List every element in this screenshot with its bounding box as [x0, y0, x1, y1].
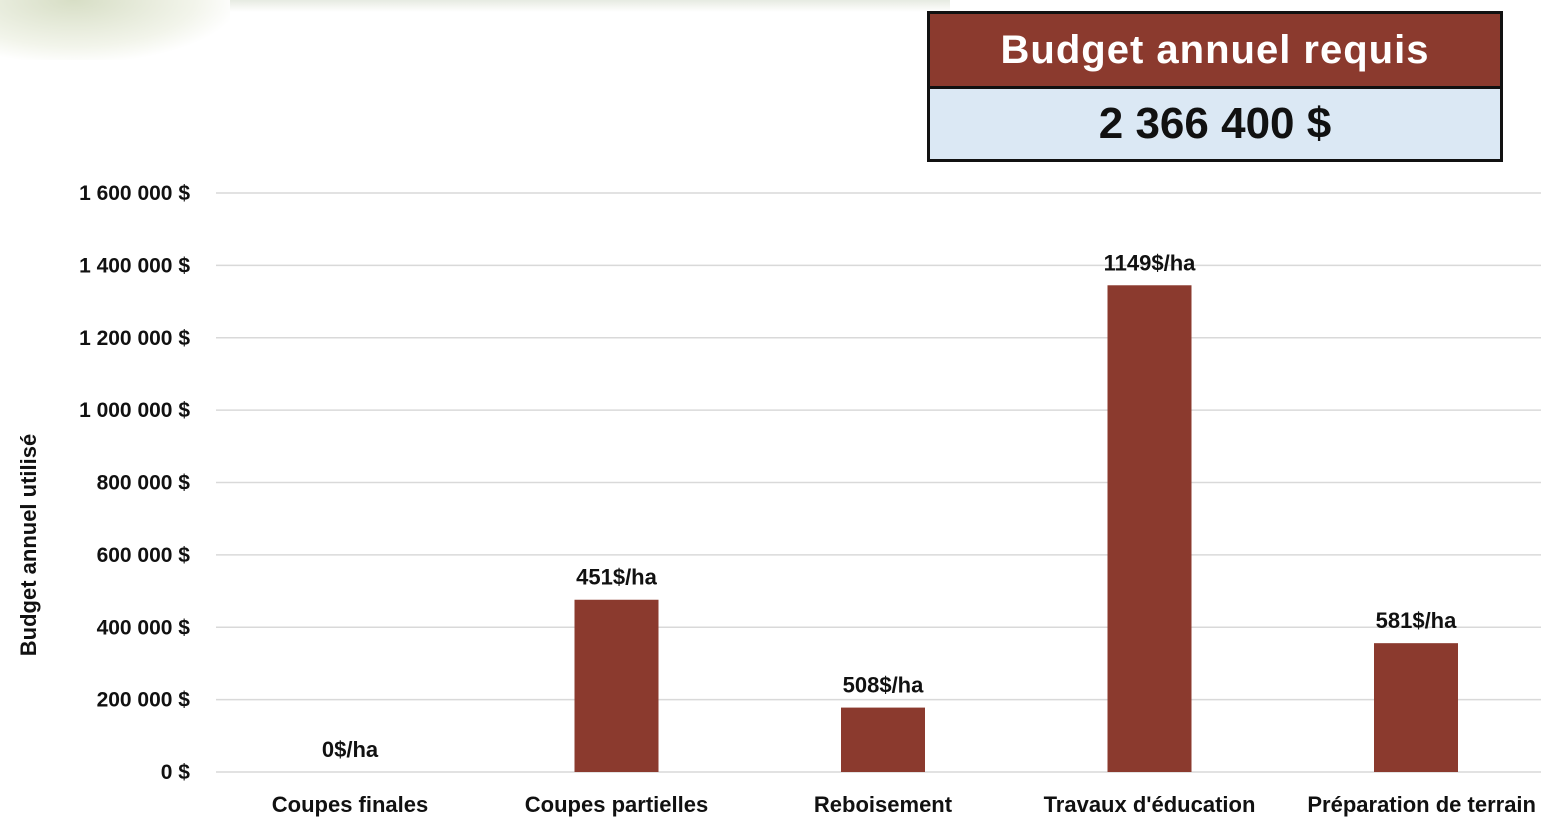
- budget-box-value: 2 366 400 $: [930, 89, 1500, 159]
- bars: [574, 285, 1458, 772]
- y-axis-label: Budget annuel utilisé: [16, 434, 41, 656]
- x-tick-label: Coupes finales: [272, 792, 428, 817]
- data-label: 451$/ha: [576, 565, 657, 590]
- data-label: 508$/ha: [843, 673, 924, 698]
- background-top-fade: [230, 0, 950, 12]
- budget-required-box: Budget annuel requis 2 366 400 $: [927, 11, 1503, 162]
- data-label: 1149$/ha: [1104, 250, 1197, 275]
- x-tick-label: Reboisement: [814, 792, 953, 817]
- data-label: 0$/ha: [322, 737, 379, 762]
- y-tick-label: 1 000 000 $: [79, 399, 190, 422]
- bar: [1107, 285, 1192, 772]
- y-tick-label: 1 200 000 $: [79, 327, 190, 350]
- y-tick-label: 0 $: [161, 761, 191, 784]
- y-tick-label: 200 000 $: [97, 689, 191, 712]
- labels: 0 $ 200 000 $ 400 000 $ 600 000 $ 800 000 $ 1…: [79, 182, 1536, 817]
- bar: [574, 599, 659, 772]
- x-tick-label: Coupes partielles: [525, 792, 708, 817]
- x-tick-label: Préparation de terrain: [1307, 792, 1536, 817]
- y-tick-label: 400 000 $: [97, 616, 191, 639]
- data-label: 581$/ha: [1376, 608, 1457, 633]
- bar: [841, 707, 925, 772]
- x-tick-label: Travaux d'éducation: [1044, 792, 1256, 817]
- budget-box-title: Budget annuel requis: [930, 14, 1500, 89]
- y-tick-label: 800 000 $: [97, 472, 191, 495]
- background-leaf-decoration: [0, 0, 230, 60]
- bar: [1374, 643, 1458, 772]
- y-tick-label: 1 600 000 $: [79, 182, 190, 205]
- y-tick-label: 1 400 000 $: [79, 254, 190, 277]
- y-tick-label: 600 000 $: [97, 544, 191, 567]
